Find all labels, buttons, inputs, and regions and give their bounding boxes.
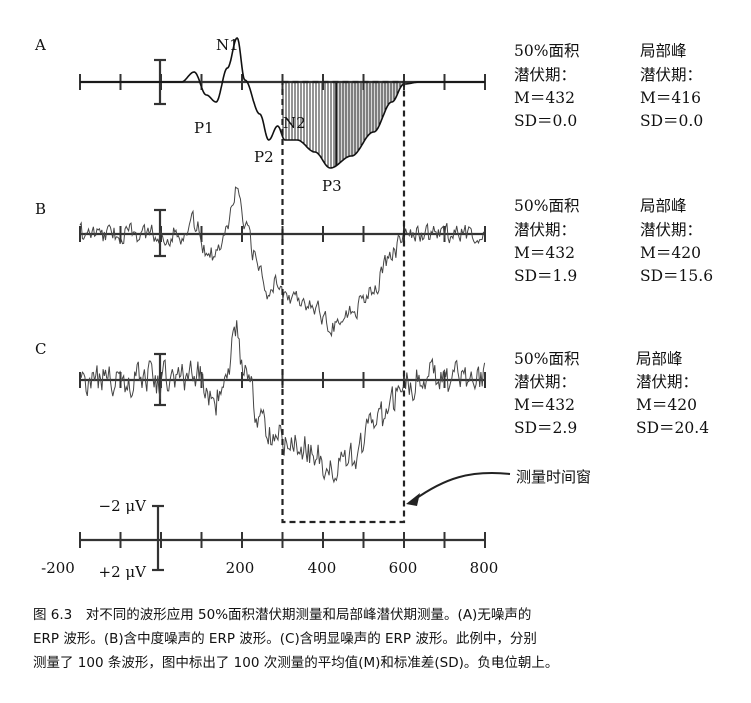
calibration-bar: −2 μV +2 μV <box>99 497 164 581</box>
calibration-bottom-label: +2 μV <box>99 563 148 581</box>
panel-a-label: A <box>34 36 46 54</box>
panel-b: B <box>35 186 486 338</box>
panel-a-area-before-50pct <box>282 82 336 168</box>
panel-a-stats: 50%面积 潜伏期： M＝432 SD＝0.0 局部峰 潜伏期： M＝416 S… <box>514 42 703 130</box>
figure-caption: 图 6.3 对不同的波形应用 50%面积潜伏期测量和局部峰潜伏期测量。(A)无噪… <box>33 603 733 675</box>
peak-label-n2: N2 <box>283 114 306 132</box>
caption-line-1: 图 6.3 对不同的波形应用 50%面积潜伏期测量和局部峰潜伏期测量。(A)无噪… <box>33 607 532 623</box>
b-peak-title-1: 局部峰 <box>640 197 687 215</box>
c-peak-title-2: 潜伏期： <box>636 373 698 391</box>
b-area-title-1: 50%面积 <box>514 197 579 215</box>
caption-line-3: 测量了 100 条波形，图中标出了 100 次测量的平均值(M)和标准差(SD)… <box>33 655 559 671</box>
c-area-title-2: 潜伏期： <box>514 373 576 391</box>
a-peak-sd: SD＝0.0 <box>640 112 703 130</box>
peak-label-p3: P3 <box>322 177 342 195</box>
b-area-sd: SD＝1.9 <box>514 267 577 285</box>
caption-line-2: ERP 波形。(B)含中度噪声的 ERP 波形。(C)含明显噪声的 ERP 波形… <box>33 631 537 647</box>
measurement-window <box>281 80 406 524</box>
x-tick-200: 200 <box>226 559 255 577</box>
window-label: 测量时间窗 <box>516 468 591 486</box>
a-peak-title-2: 潜伏期： <box>640 66 702 84</box>
window-arrow <box>413 472 511 501</box>
x-tick-800: 800 <box>470 559 499 577</box>
a-peak-title-1: 局部峰 <box>640 42 687 60</box>
x-tick-600: 600 <box>389 559 418 577</box>
b-area-m: M＝432 <box>514 244 575 262</box>
a-area-title-1: 50%面积 <box>514 42 579 60</box>
a-area-sd: SD＝0.0 <box>514 112 577 130</box>
c-peak-sd: SD＝20.4 <box>636 419 709 437</box>
panel-c: C <box>35 320 486 484</box>
window-arrowhead <box>406 493 420 506</box>
x-tick-400: 400 <box>308 559 337 577</box>
c-peak-m: M＝420 <box>636 396 697 414</box>
b-peak-m: M＝420 <box>640 244 701 262</box>
stats-block: 50%面积 潜伏期： M＝432 SD＝0.0 局部峰 潜伏期： M＝416 S… <box>514 42 713 437</box>
b-area-title-2: 潜伏期： <box>514 221 576 239</box>
panel-b-stats: 50%面积 潜伏期： M＝432 SD＝1.9 局部峰 潜伏期： M＝420 S… <box>514 197 713 285</box>
b-peak-sd: SD＝15.6 <box>640 267 713 285</box>
panel-c-stats: 50%面积 潜伏期： M＝432 SD＝2.9 局部峰 潜伏期： M＝420 S… <box>514 350 709 437</box>
c-area-title-1: 50%面积 <box>514 350 579 368</box>
calibration-top-label: −2 μV <box>99 497 148 515</box>
x-tick-neg200: -200 <box>41 559 75 577</box>
peak-label-p2: P2 <box>254 148 274 166</box>
panel-a-area-hatch <box>336 82 404 166</box>
panel-b-label: B <box>35 200 46 218</box>
c-peak-title-1: 局部峰 <box>636 350 683 368</box>
peak-label-n1: N1 <box>216 36 239 54</box>
x-axis-ticks <box>79 532 486 548</box>
c-area-m: M＝432 <box>514 396 575 414</box>
peak-label-p1: P1 <box>194 119 214 137</box>
panel-a-waveform <box>80 36 485 169</box>
panel-a: A N1 P1 N2 P2 P3 <box>34 36 486 195</box>
a-peak-m: M＝416 <box>640 89 701 107</box>
a-area-m: M＝432 <box>514 89 575 107</box>
c-area-sd: SD＝2.9 <box>514 419 577 437</box>
a-area-title-2: 潜伏期： <box>514 66 576 84</box>
b-peak-title-2: 潜伏期： <box>640 221 702 239</box>
panel-c-label: C <box>35 340 46 358</box>
x-axis: -200 200 400 600 800 <box>41 532 498 577</box>
erp-latency-figure: A N1 P1 N2 P2 P3 B C <box>34 36 713 581</box>
